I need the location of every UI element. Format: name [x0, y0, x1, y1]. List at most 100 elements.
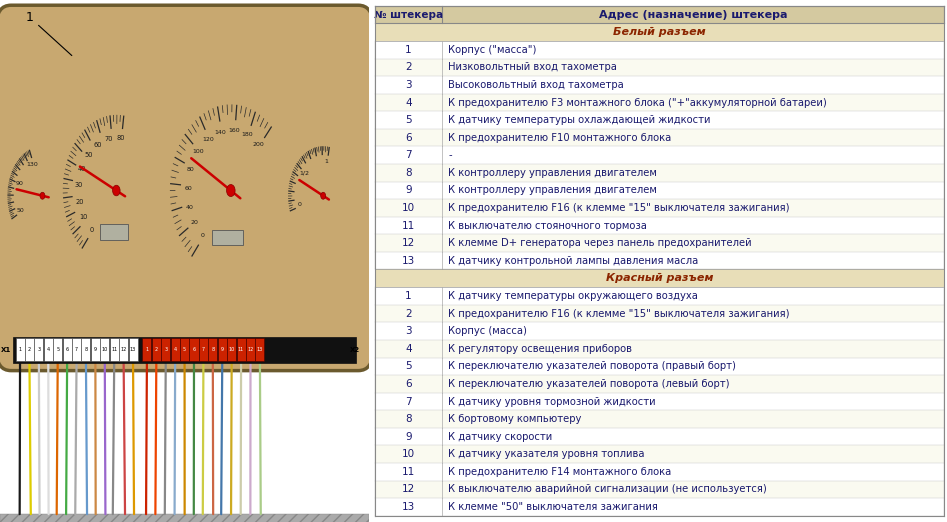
Text: 80: 80	[187, 168, 195, 172]
Circle shape	[321, 192, 326, 199]
Bar	[375, 358, 944, 375]
Bar	[375, 393, 944, 410]
Circle shape	[113, 185, 120, 196]
Text: Корпус (масса): Корпус (масса)	[449, 326, 527, 336]
Text: Красный разъем: Красный разъем	[606, 274, 713, 283]
Text: 10: 10	[228, 347, 235, 352]
Text: 3: 3	[164, 347, 168, 352]
Text: К контроллеру управления двигателем: К контроллеру управления двигателем	[449, 185, 657, 195]
Text: 20: 20	[76, 198, 84, 205]
Bar	[375, 340, 944, 358]
Text: 13: 13	[257, 347, 263, 352]
Text: 0: 0	[201, 233, 205, 238]
Circle shape	[226, 184, 235, 197]
Text: 40: 40	[78, 166, 86, 172]
Text: 4: 4	[405, 344, 412, 354]
Text: К предохранителю F3 монтажного блока ("+"аккумуляторной батареи): К предохранителю F3 монтажного блока ("+…	[449, 98, 828, 108]
Bar	[375, 164, 944, 182]
Text: К датчику скорости: К датчику скорости	[449, 432, 553, 442]
Text: -: -	[449, 150, 452, 160]
Text: 3: 3	[405, 80, 412, 90]
Bar	[13, 337, 356, 363]
Text: X1: X1	[0, 347, 10, 353]
Text: К предохранителю F16 (к клемме "15" выключателя зажигания): К предохранителю F16 (к клемме "15" выкл…	[449, 309, 790, 318]
Bar	[375, 182, 944, 199]
Text: 10: 10	[402, 449, 415, 459]
Text: К предохранителю F16 (к клемме "15" выключателя зажигания): К предохранителю F16 (к клемме "15" выкл…	[449, 203, 790, 213]
Text: 6: 6	[65, 347, 69, 352]
Text: 1: 1	[26, 11, 72, 55]
Text: 160: 160	[228, 128, 240, 133]
Text: 40: 40	[186, 205, 194, 210]
Bar	[375, 323, 944, 340]
Text: 7: 7	[75, 347, 78, 352]
Text: К выключателю аварийной сигнализации (не используется): К выключателю аварийной сигнализации (не…	[449, 484, 767, 494]
Text: 10: 10	[80, 214, 88, 220]
Text: 70: 70	[104, 136, 113, 141]
Circle shape	[40, 192, 45, 199]
Text: 1: 1	[19, 347, 22, 352]
Text: 200: 200	[253, 142, 264, 147]
Text: 9: 9	[221, 347, 223, 352]
Text: К клемме D+ генератора через панель предохранителей: К клемме D+ генератора через панель пред…	[449, 238, 752, 248]
Text: 9: 9	[94, 347, 97, 352]
Text: X2: X2	[350, 347, 360, 353]
Text: 1: 1	[325, 159, 329, 164]
Text: К датчику температуры окружающего воздуха: К датчику температуры окружающего воздух…	[449, 291, 698, 301]
Text: 13: 13	[402, 256, 415, 266]
Bar	[180, 338, 189, 361]
Bar	[375, 199, 944, 217]
Text: К контроллеру управления двигателем: К контроллеру управления двигателем	[449, 168, 657, 178]
Text: Белый разъем: Белый разъем	[614, 27, 706, 37]
Text: 11: 11	[402, 221, 415, 231]
Text: 1: 1	[405, 291, 412, 301]
Text: 3: 3	[37, 347, 41, 352]
Bar	[81, 338, 91, 361]
Bar	[256, 338, 264, 361]
Bar	[375, 147, 944, 164]
Bar	[91, 338, 99, 361]
Text: К предохранителю F14 монтажного блока: К предохранителю F14 монтажного блока	[449, 467, 671, 477]
Text: 10: 10	[101, 347, 108, 352]
Text: К переключателю указателей поворота (левый борт): К переключателю указателей поворота (лев…	[449, 379, 730, 389]
Bar	[246, 338, 255, 361]
Text: 120: 120	[203, 137, 214, 142]
Bar	[212, 230, 243, 245]
Bar	[161, 338, 170, 361]
Text: 6: 6	[405, 133, 412, 143]
Bar	[142, 338, 152, 361]
Text: 5: 5	[405, 115, 412, 125]
Bar	[63, 338, 72, 361]
Text: 1: 1	[405, 45, 412, 55]
Text: Высоковольтный вход тахометра: Высоковольтный вход тахометра	[449, 80, 624, 90]
Text: К переключателю указателей поворота (правый борт): К переключателю указателей поворота (пра…	[449, 361, 737, 371]
Text: 130: 130	[27, 162, 38, 167]
Bar	[0, 514, 369, 522]
Text: 7: 7	[405, 397, 412, 407]
Text: 5: 5	[56, 347, 60, 352]
Bar	[375, 375, 944, 393]
Text: 12: 12	[402, 484, 415, 494]
Text: 0: 0	[297, 202, 301, 207]
Text: 50: 50	[84, 152, 93, 158]
Bar	[375, 428, 944, 445]
Text: 6: 6	[405, 379, 412, 389]
Bar	[375, 498, 944, 516]
Text: К бортовому компьютеру: К бортовому компьютеру	[449, 414, 581, 424]
Bar	[53, 338, 63, 361]
Text: 60: 60	[94, 141, 102, 148]
Bar	[375, 23, 944, 41]
Text: № штекера: № штекера	[374, 10, 443, 20]
Text: 90: 90	[15, 181, 24, 186]
Text: 12: 12	[247, 347, 254, 352]
Bar	[110, 338, 118, 361]
Text: 0: 0	[89, 227, 94, 233]
Bar	[25, 338, 34, 361]
Bar	[375, 6, 944, 23]
Text: Корпус ("масса"): Корпус ("масса")	[449, 45, 537, 55]
Bar	[375, 41, 944, 58]
Bar	[199, 338, 208, 361]
Bar	[44, 338, 53, 361]
Bar	[375, 287, 944, 305]
Text: К предохранителю F10 монтажного блока: К предохранителю F10 монтажного блока	[449, 133, 671, 143]
